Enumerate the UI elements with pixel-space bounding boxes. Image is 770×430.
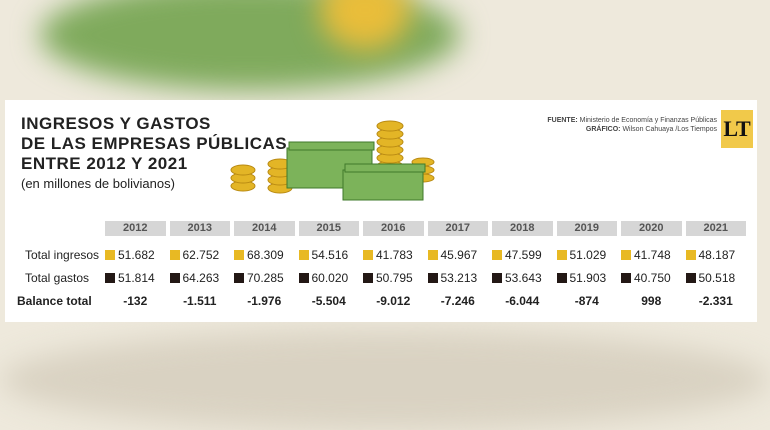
value-cell: 48.187 (685, 248, 736, 262)
value-cell: 50.518 (685, 271, 736, 285)
value: 40.750 (634, 271, 671, 285)
color-marker (556, 250, 567, 260)
value: -874 (574, 294, 599, 308)
color-marker (298, 273, 309, 283)
color-marker (234, 250, 244, 260)
color-marker (556, 273, 567, 283)
subtitle: (en millones de bolivianos) (21, 176, 175, 191)
value: 53.213 (440, 271, 478, 285)
row-label: Balance total (17, 294, 92, 308)
color-marker (234, 273, 244, 283)
color-marker (363, 250, 373, 260)
color-marker (363, 273, 373, 283)
year-header: 2015 (298, 221, 359, 236)
year-header: 2014 (234, 221, 295, 236)
title-line: INGRESOS Y GASTOS (21, 114, 211, 133)
value-cell: 51.029 (556, 248, 607, 262)
source-label: FUENTE: (547, 117, 578, 124)
value-cell: 54.516 (298, 248, 349, 262)
source: FUENTE: Ministerio de Economía y Finanza… (547, 117, 717, 124)
value: 51.903 (569, 271, 607, 285)
value: -6.044 (505, 294, 540, 308)
value-cell: 68.309 (234, 248, 284, 262)
value: 68.309 (247, 248, 284, 262)
value: -1.976 (247, 294, 282, 308)
value: 50.795 (376, 271, 413, 285)
value: 50.518 (698, 271, 736, 285)
value-cell: 40.750 (621, 271, 671, 285)
year-header: 2019 (556, 221, 617, 236)
value: -132 (123, 294, 148, 308)
value: 64.263 (182, 271, 220, 285)
color-marker (492, 250, 502, 260)
year-header: 2016 (363, 221, 424, 236)
color-marker (169, 250, 180, 260)
value: 41.748 (634, 248, 671, 262)
value: 45.967 (440, 248, 478, 262)
logo: LT (721, 110, 753, 148)
value: 998 (641, 294, 662, 308)
color-marker (298, 250, 309, 260)
color-marker (621, 273, 631, 283)
value-cell: 41.748 (621, 248, 671, 262)
value: 51.814 (118, 271, 155, 285)
color-marker (492, 273, 502, 283)
title-line: DE LAS EMPRESAS PÚBLICAS (21, 134, 288, 153)
value: -1.511 (183, 294, 217, 308)
value: 70.285 (247, 271, 284, 285)
color-marker (427, 250, 438, 260)
year-header: 2012 (105, 221, 166, 236)
value-cell: 60.020 (298, 271, 349, 285)
value-cell: 62.752 (169, 248, 220, 262)
year-header: 2020 (621, 221, 682, 236)
value-cell: 51.814 (105, 271, 155, 285)
value: -2.331 (698, 294, 733, 308)
value-cell: 53.643 (492, 271, 542, 285)
row-label: Total ingresos (25, 248, 100, 262)
color-marker (621, 250, 631, 260)
row-label: Total gastos (25, 271, 90, 285)
color-marker (105, 273, 115, 283)
value-cell: 64.263 (169, 271, 220, 285)
value: -9.012 (376, 294, 411, 308)
blur-shape (0, 330, 770, 430)
value: -5.504 (311, 294, 346, 308)
value: 51.682 (118, 248, 155, 262)
value-cell: 50.795 (363, 271, 413, 285)
credit-label: GRÁFICO: (585, 126, 621, 133)
value-cell: 51.682 (105, 248, 155, 262)
year-header: 2013 (169, 221, 230, 236)
value-cell: 41.783 (363, 248, 413, 262)
credit-text: Wilson Cahuaya /Los Tiempos (622, 126, 717, 133)
color-marker (105, 250, 115, 260)
title-line: ENTRE 2012 Y 2021 (21, 154, 188, 173)
color-marker (169, 273, 180, 283)
money-illustration (230, 120, 435, 201)
value-cell: 45.967 (427, 248, 478, 262)
credit: GRÁFICO: Wilson Cahuaya /Los Tiempos (586, 126, 717, 133)
value: 60.020 (311, 271, 349, 285)
value-cell: 53.213 (427, 271, 478, 285)
value: 48.187 (698, 248, 736, 262)
year-header: 2017 (427, 221, 488, 236)
source-text: Ministerio de Economía y Finanzas Públic… (579, 117, 717, 124)
value: 53.643 (505, 271, 542, 285)
value: 41.783 (376, 248, 413, 262)
year-header: 2018 (492, 221, 553, 236)
value: 47.599 (505, 248, 542, 262)
value-cell: 70.285 (234, 271, 284, 285)
value: -7.246 (440, 294, 475, 308)
infographic-card: INGRESOS Y GASTOS DE LAS EMPRESAS PÚBLIC… (5, 100, 757, 322)
color-marker (427, 273, 438, 283)
year-header: 2021 (685, 221, 746, 236)
value-cell: 51.903 (556, 271, 607, 285)
value: 51.029 (569, 248, 607, 262)
color-marker (685, 273, 696, 283)
value: 54.516 (311, 248, 349, 262)
color-marker (685, 250, 696, 260)
value: 62.752 (182, 248, 220, 262)
value-cell: 47.599 (492, 248, 542, 262)
